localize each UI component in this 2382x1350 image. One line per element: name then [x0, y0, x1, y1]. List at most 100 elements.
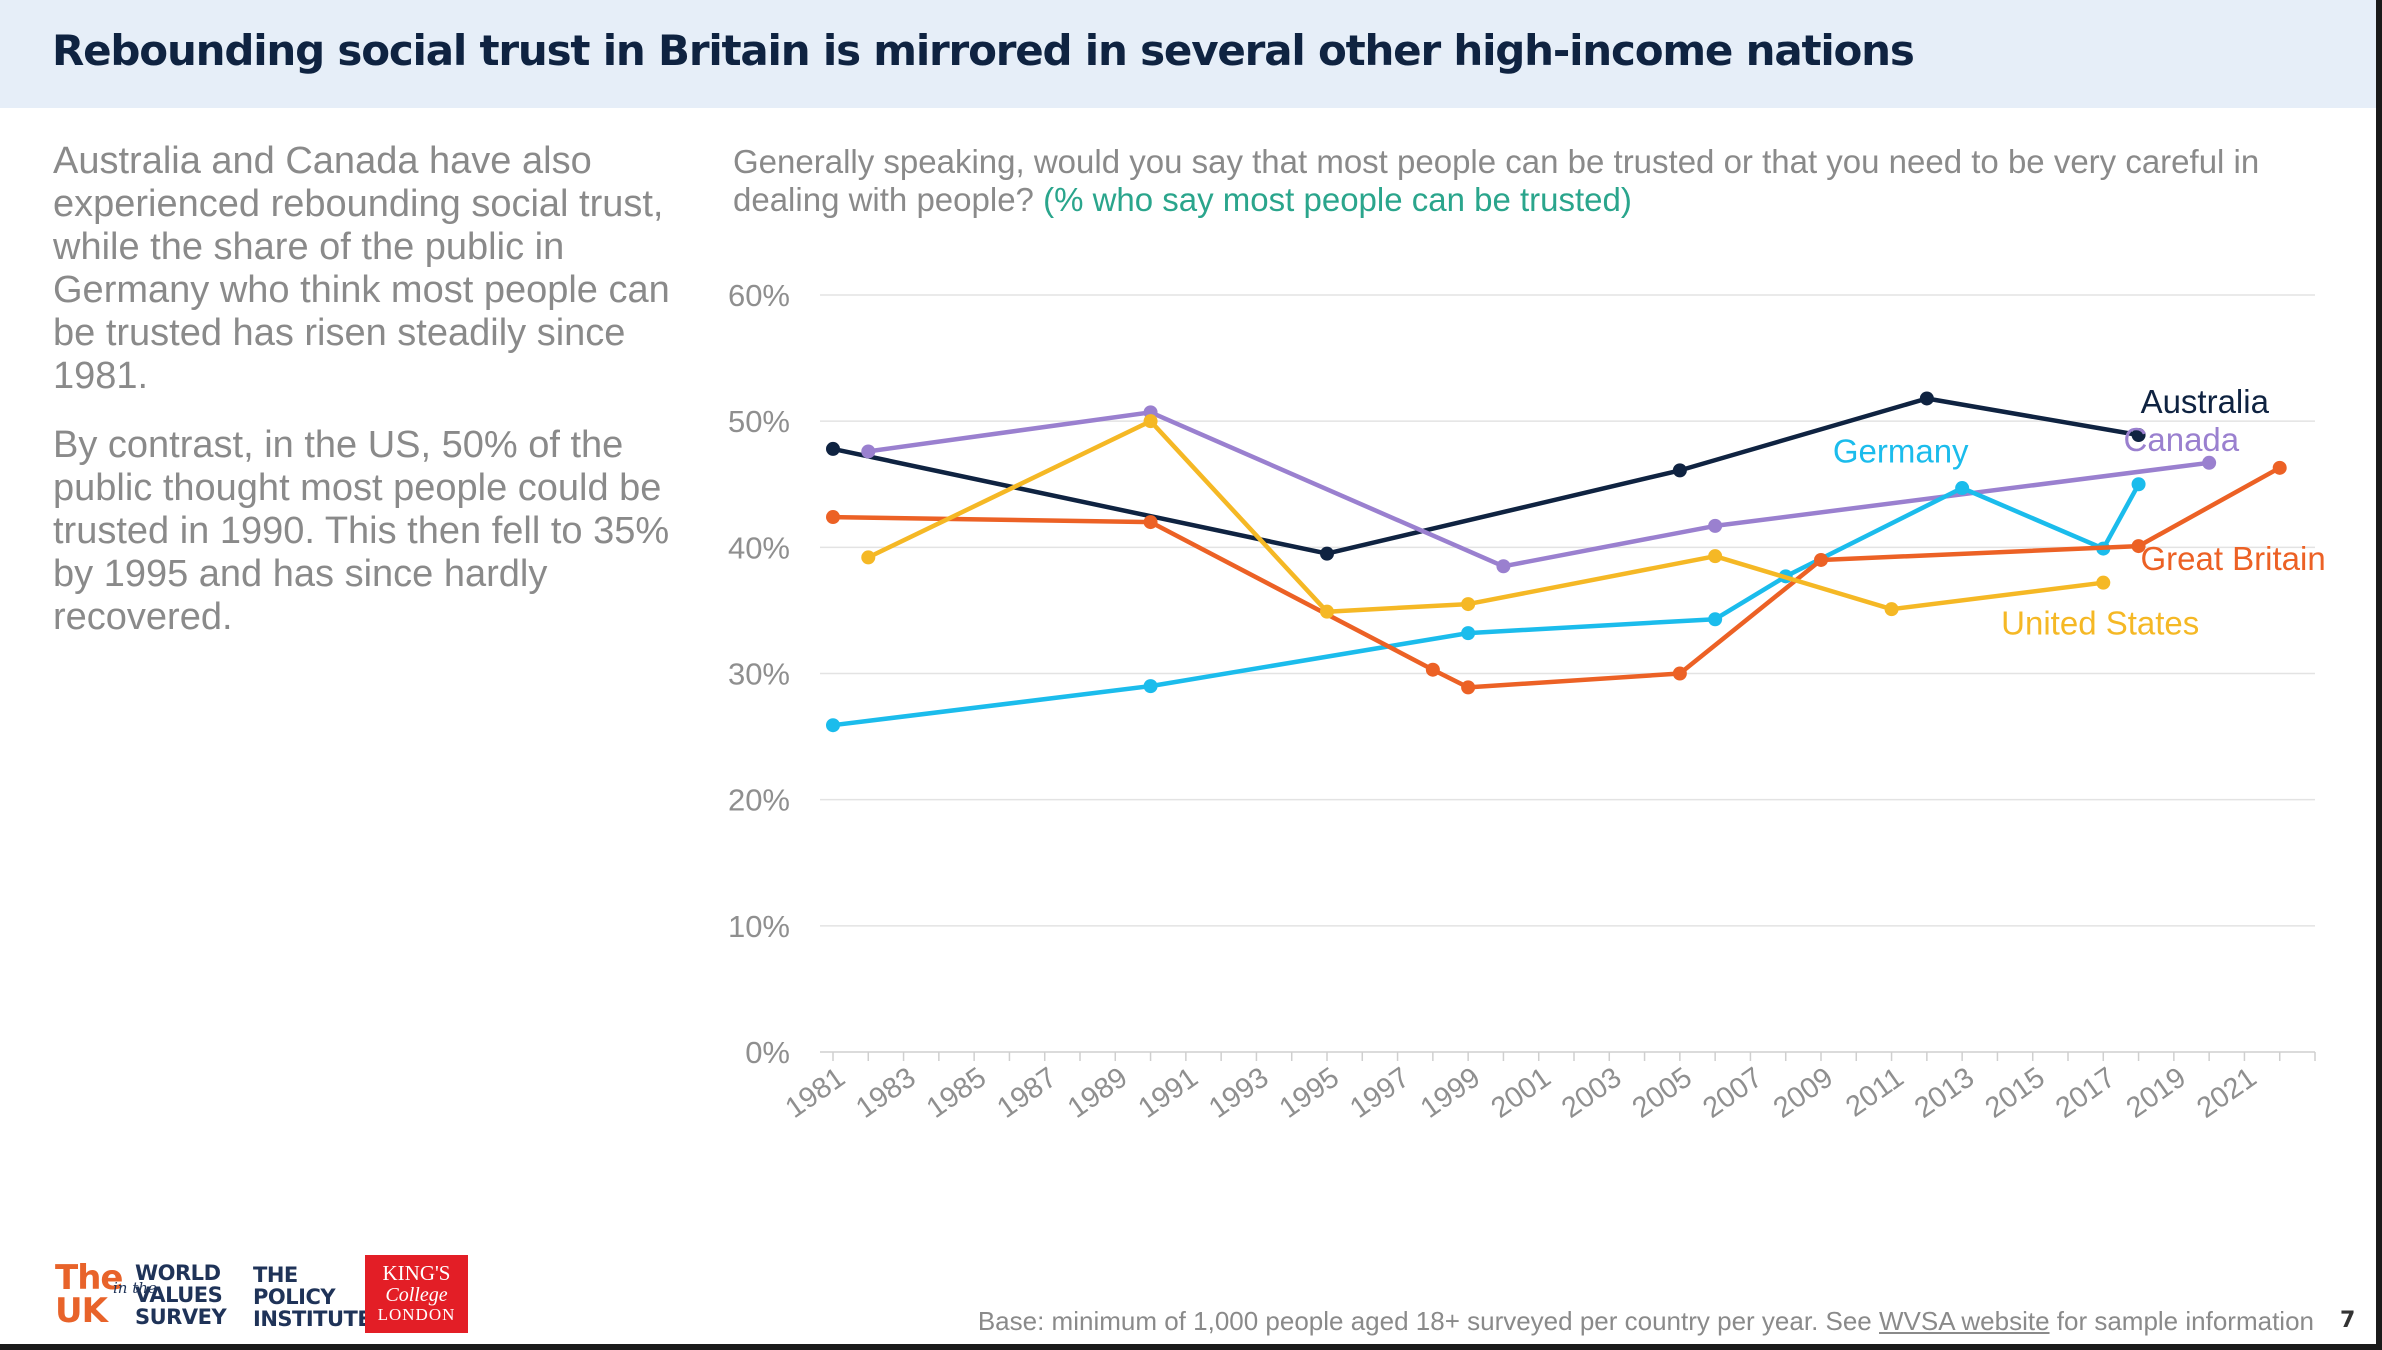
x-tick-label: 1993: [1203, 1062, 1274, 1125]
series-label-germany: Germany: [1833, 432, 1969, 469]
kings-logo-line2: College: [385, 1284, 448, 1306]
data-point-united-states: [1320, 604, 1334, 619]
y-tick-label: 30%: [728, 657, 790, 692]
x-tick-label: 1989: [1062, 1062, 1133, 1125]
x-tick-label: 2019: [2121, 1062, 2192, 1125]
kings-logo-line3: LONDON: [377, 1305, 456, 1324]
data-point-canada: [1496, 559, 1511, 574]
data-point-australia: [1320, 546, 1334, 561]
title-band: [0, 0, 2382, 108]
data-point-australia: [1919, 391, 1934, 406]
y-tick-label: 40%: [728, 530, 790, 565]
x-tick-label: 1997: [1344, 1062, 1415, 1125]
wvsa-website-link[interactable]: WVSA website: [1879, 1306, 2050, 1336]
data-point-australia: [826, 441, 840, 456]
policy-logo-line3: INSTITUTE: [253, 1307, 372, 1331]
commentary: Australia and Canada have also experienc…: [53, 140, 673, 665]
y-tick-label: 60%: [728, 278, 790, 313]
footer-base-note: Base: minimum of 1,000 people aged 18+ s…: [978, 1306, 2314, 1337]
wvs-logo-survey: SURVEY: [135, 1305, 227, 1329]
x-tick-label: 1999: [1415, 1062, 1486, 1125]
policy-institute-logo: THE POLICY INSTITUTE: [253, 1263, 372, 1331]
data-point-great-britain: [826, 510, 840, 525]
series-label-australia: Australia: [2141, 383, 2270, 420]
right-frame-edge: [2376, 0, 2382, 1350]
series-line-canada: [866, 410, 2212, 569]
data-point-germany: [826, 718, 840, 733]
bottom-frame-edge: [0, 1344, 2382, 1350]
data-point-great-britain: [1672, 666, 1687, 681]
series-australia: [826, 391, 2146, 561]
data-point-united-states: [1708, 549, 1723, 564]
x-axis: 1981 1983 1985 1987 1989 1991 1993 1995 1997 1999…: [780, 1051, 2316, 1125]
series-label-canada: Canada: [2124, 421, 2240, 458]
x-tick-label: 2007: [1697, 1062, 1768, 1125]
data-point-canada: [861, 444, 876, 459]
data-point-great-britain: [1425, 662, 1440, 677]
question-text: Generally speaking, would you say that m…: [733, 143, 2260, 218]
x-tick-label: 2015: [1980, 1062, 2051, 1125]
data-point-united-states: [1143, 414, 1158, 429]
series-label-united-states: United States: [2001, 605, 2199, 642]
x-tick-label: 1985: [921, 1062, 992, 1125]
x-tick-label: 2003: [1556, 1062, 1627, 1125]
wvs-logo-words: WORLD VALUES SURVEY: [135, 1261, 227, 1329]
series-line-great-britain: [830, 465, 2282, 690]
data-point-united-states: [1884, 602, 1899, 617]
data-point-great-britain: [1461, 680, 1476, 695]
data-point-germany: [1461, 626, 1476, 641]
wvs-logo-values: VALUES: [135, 1283, 223, 1307]
page-title: Rebounding social trust in Britain is mi…: [52, 26, 1915, 75]
y-tick-label: 50%: [728, 404, 790, 439]
uk-wvs-logo: The UK in the WORLD VALUES SURVEY: [55, 1258, 227, 1331]
base-note-text-end: for sample information: [2056, 1306, 2314, 1336]
data-point-canada: [1708, 518, 1723, 533]
wvs-logo-world: WORLD: [135, 1261, 221, 1285]
data-point-great-britain: [1143, 515, 1158, 530]
x-tick-label: 2011: [1840, 1062, 1909, 1124]
wvs-logo-the: The: [55, 1258, 123, 1298]
y-tick-label: 20%: [728, 783, 790, 818]
x-tick-label: 1987: [992, 1062, 1063, 1125]
data-point-great-britain: [2131, 539, 2146, 554]
commentary-paragraph-1: Australia and Canada have also experienc…: [53, 140, 670, 397]
x-tick-label: 1981: [780, 1062, 851, 1125]
data-point-germany: [1143, 679, 1158, 694]
x-tick-label: 2009: [1768, 1062, 1839, 1125]
x-tick-label: 1991: [1133, 1062, 1204, 1125]
x-tick-label: 1995: [1274, 1062, 1345, 1125]
base-note-text: Base: minimum of 1,000 people aged 18+ s…: [977, 1306, 1872, 1336]
policy-logo-line2: POLICY: [253, 1285, 336, 1309]
data-point-great-britain: [1814, 552, 1828, 567]
y-tick-label: 0%: [745, 1035, 790, 1070]
data-point-germany: [1708, 612, 1723, 627]
data-point-germany: [2131, 477, 2146, 492]
series-lines: [826, 391, 2287, 733]
x-tick-label: 2013: [1909, 1062, 1980, 1125]
y-axis-ticks: 0% 10% 20% 30% 40% 50% 60%: [728, 278, 790, 1070]
survey-question: Generally speaking, would you say that m…: [733, 143, 2293, 219]
series-great-britain: [826, 460, 2287, 695]
page-number: 7: [2340, 1308, 2356, 1333]
series-label-great-britain: Great Britain: [2140, 540, 2325, 577]
x-tick-label: 2017: [2050, 1062, 2121, 1125]
x-tick-label: 2005: [1627, 1062, 1698, 1125]
data-point-united-states: [2096, 575, 2111, 590]
question-unit: (% who say most people can be trusted): [1043, 181, 1632, 218]
data-point-canada: [2202, 455, 2217, 470]
x-tick-label: 2021: [2191, 1062, 2262, 1125]
commentary-paragraph-2: By contrast, in the US, 50% of the publi…: [53, 424, 670, 638]
data-point-australia: [1672, 463, 1687, 478]
policy-logo-line1: THE: [253, 1263, 298, 1287]
x-tick-label: 1983: [850, 1062, 921, 1125]
data-point-united-states: [861, 550, 876, 565]
wvs-logo-in-the: in the: [113, 1279, 157, 1297]
data-point-germany: [1955, 481, 1970, 496]
y-tick-label: 10%: [728, 909, 790, 944]
kings-college-logo: KING'S College LONDON: [365, 1255, 468, 1333]
data-point-australia: [2131, 428, 2146, 443]
series-line-germany: [830, 482, 2141, 728]
wvs-logo-uk: UK: [55, 1291, 108, 1331]
